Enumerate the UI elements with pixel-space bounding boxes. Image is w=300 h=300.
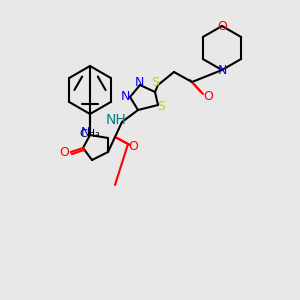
Text: O: O	[217, 20, 227, 32]
Text: O: O	[203, 91, 213, 103]
Text: O: O	[59, 146, 69, 158]
Text: N: N	[134, 76, 144, 88]
Text: NH: NH	[106, 113, 126, 127]
Text: S: S	[151, 76, 159, 89]
Text: N: N	[120, 91, 130, 103]
Text: CH₃: CH₃	[80, 129, 100, 139]
Text: N: N	[80, 127, 90, 140]
Text: O: O	[128, 140, 138, 152]
Text: N: N	[217, 64, 227, 76]
Text: S: S	[157, 100, 165, 113]
